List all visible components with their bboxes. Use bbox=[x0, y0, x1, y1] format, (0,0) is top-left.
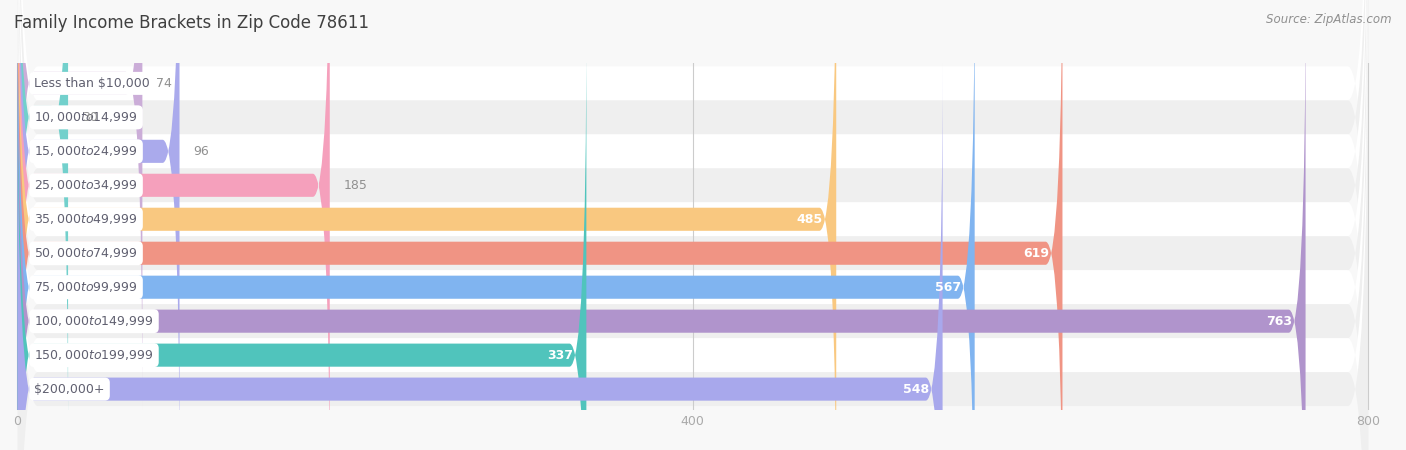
FancyBboxPatch shape bbox=[17, 0, 1368, 450]
FancyBboxPatch shape bbox=[17, 0, 330, 450]
FancyBboxPatch shape bbox=[17, 0, 1368, 450]
FancyBboxPatch shape bbox=[17, 0, 974, 450]
FancyBboxPatch shape bbox=[17, 61, 942, 450]
FancyBboxPatch shape bbox=[17, 27, 586, 450]
Text: $200,000+: $200,000+ bbox=[34, 382, 105, 396]
FancyBboxPatch shape bbox=[17, 0, 1368, 450]
Text: $150,000 to $199,999: $150,000 to $199,999 bbox=[34, 348, 153, 362]
Text: $50,000 to $74,999: $50,000 to $74,999 bbox=[34, 246, 138, 260]
Text: 96: 96 bbox=[193, 145, 208, 158]
FancyBboxPatch shape bbox=[17, 0, 180, 450]
FancyBboxPatch shape bbox=[17, 0, 1368, 450]
Text: 485: 485 bbox=[797, 213, 823, 226]
Text: 619: 619 bbox=[1024, 247, 1049, 260]
Text: 337: 337 bbox=[547, 349, 572, 362]
Text: Family Income Brackets in Zip Code 78611: Family Income Brackets in Zip Code 78611 bbox=[14, 14, 368, 32]
Text: Source: ZipAtlas.com: Source: ZipAtlas.com bbox=[1267, 14, 1392, 27]
FancyBboxPatch shape bbox=[17, 0, 1368, 450]
FancyBboxPatch shape bbox=[17, 0, 1368, 450]
Text: 74: 74 bbox=[156, 77, 172, 90]
Text: 567: 567 bbox=[935, 281, 962, 294]
FancyBboxPatch shape bbox=[17, 0, 1306, 450]
Text: $15,000 to $24,999: $15,000 to $24,999 bbox=[34, 144, 138, 158]
Text: $10,000 to $14,999: $10,000 to $14,999 bbox=[34, 110, 138, 124]
FancyBboxPatch shape bbox=[17, 0, 1368, 450]
FancyBboxPatch shape bbox=[17, 0, 1368, 450]
Text: 763: 763 bbox=[1265, 315, 1292, 328]
FancyBboxPatch shape bbox=[17, 0, 1368, 450]
FancyBboxPatch shape bbox=[17, 0, 1368, 450]
Text: 30: 30 bbox=[82, 111, 97, 124]
Text: $100,000 to $149,999: $100,000 to $149,999 bbox=[34, 314, 153, 328]
FancyBboxPatch shape bbox=[17, 0, 142, 412]
Text: 548: 548 bbox=[903, 382, 929, 396]
FancyBboxPatch shape bbox=[17, 0, 1063, 450]
Text: Less than $10,000: Less than $10,000 bbox=[34, 77, 150, 90]
Text: 185: 185 bbox=[343, 179, 367, 192]
Text: $35,000 to $49,999: $35,000 to $49,999 bbox=[34, 212, 138, 226]
Text: $25,000 to $34,999: $25,000 to $34,999 bbox=[34, 178, 138, 192]
Text: $75,000 to $99,999: $75,000 to $99,999 bbox=[34, 280, 138, 294]
FancyBboxPatch shape bbox=[17, 0, 67, 446]
FancyBboxPatch shape bbox=[17, 0, 837, 450]
